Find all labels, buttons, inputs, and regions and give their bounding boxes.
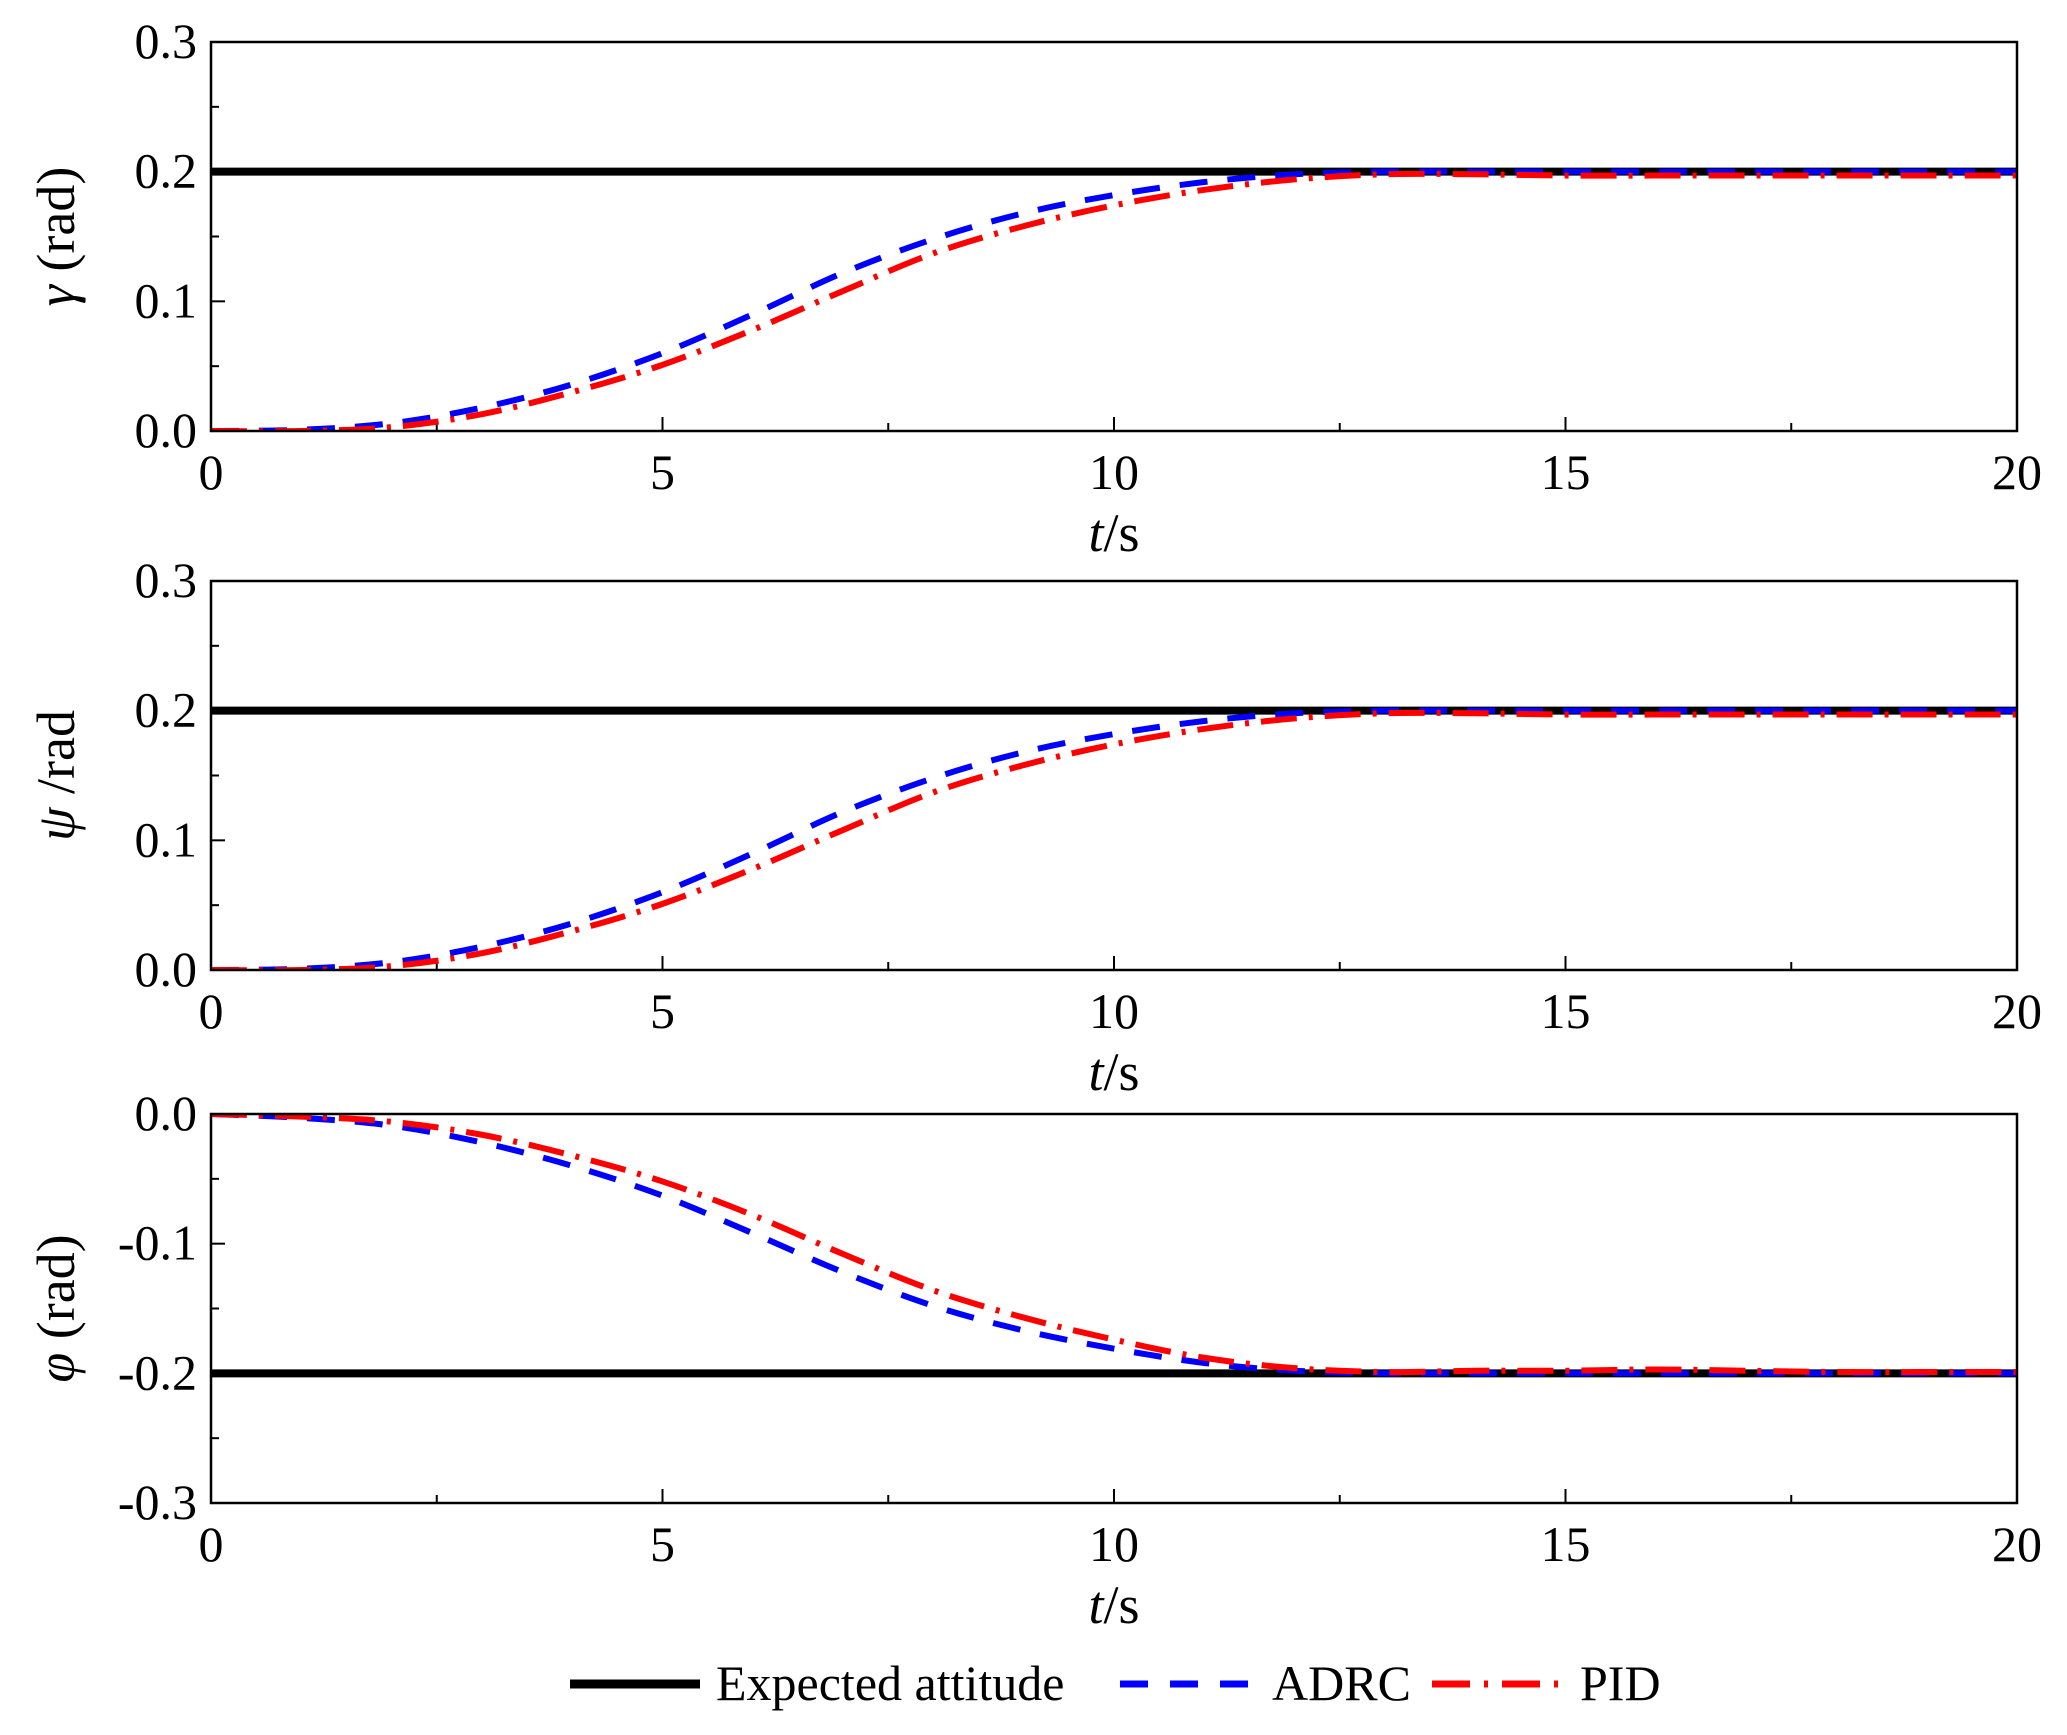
- y-tick-label: -0.2: [118, 1344, 197, 1400]
- x-axis-symbol: t: [1088, 503, 1105, 563]
- x-axis-unit: /s: [1103, 1042, 1139, 1102]
- x-tick-label: 10: [1089, 1516, 1139, 1572]
- x-tick-label: 0: [199, 983, 224, 1039]
- x-tick-label: 0: [199, 1516, 224, 1572]
- legend-label-expected: Expected attitude: [716, 1655, 1064, 1711]
- x-tick-label: 5: [650, 983, 675, 1039]
- legend-label-adrc: ADRC: [1272, 1655, 1411, 1711]
- x-axis-unit: /s: [1103, 503, 1139, 563]
- y-axis-symbol: ψ: [26, 806, 86, 841]
- y-tick-label: 0.0: [135, 941, 198, 997]
- adrc-line: [211, 1114, 2017, 1377]
- x-tick-label: 15: [1541, 983, 1591, 1039]
- plot-frame: [209, 40, 2019, 433]
- x-tick-label: 5: [650, 1516, 675, 1572]
- x-axis-label: t/s: [1088, 1575, 1139, 1635]
- y-axis-label: γ (rad): [26, 167, 86, 307]
- x-tick-label: 20: [1992, 444, 2042, 500]
- x-tick-label: 20: [1992, 1516, 2042, 1572]
- y-tick-label: 0.2: [135, 682, 198, 738]
- x-tick-label: 5: [650, 444, 675, 500]
- panel-3: 0 5 10 15 20 -0.3 -0.2 -0.1 0.0 t/s φ (rad): [26, 1085, 2042, 1635]
- y-axis-unit: /rad: [26, 710, 86, 807]
- pid-line: [211, 170, 2017, 431]
- y-axis-unit: (rad): [26, 1234, 86, 1352]
- adrc-line: [211, 707, 2017, 970]
- y-axis-label: ψ /rad: [26, 710, 86, 841]
- legend: Expected attitude ADRC PID: [570, 1655, 1661, 1711]
- x-tick-label: 15: [1541, 444, 1591, 500]
- x-axis-label: t/s: [1088, 1042, 1139, 1102]
- y-tick-label: 0.2: [135, 143, 198, 199]
- legend-label-pid: PID: [1580, 1655, 1661, 1711]
- pid-line: [211, 709, 2017, 970]
- plot-frame: [209, 1112, 2019, 1505]
- y-tick-label: 0.0: [135, 402, 198, 458]
- x-tick-label: 15: [1541, 1516, 1591, 1572]
- y-axis-symbol: γ: [26, 283, 86, 306]
- y-axis-symbol: φ: [26, 1353, 86, 1383]
- x-tick-label: 20: [1992, 983, 2042, 1039]
- plot-frame: [209, 579, 2019, 972]
- x-tick-label: 10: [1089, 444, 1139, 500]
- y-tick-label: -0.3: [118, 1474, 197, 1530]
- y-axis-label: φ (rad): [26, 1234, 86, 1382]
- y-tick-label: 0.1: [135, 811, 198, 867]
- panel-2: 0 5 10 15 20 0.0 0.1 0.2 0.3 t/s ψ /rad: [26, 552, 2042, 1102]
- y-tick-label: 0.1: [135, 272, 198, 328]
- x-axis-symbol: t: [1088, 1575, 1105, 1635]
- y-tick-label: 0.3: [135, 13, 198, 69]
- x-tick-label: 0: [199, 444, 224, 500]
- panel-1: 0 5 10 15 20 0.0 0.1 0.2 0.3 t/s γ (rad): [26, 13, 2042, 563]
- y-axis-unit: (rad): [26, 167, 86, 285]
- x-axis-unit: /s: [1103, 1575, 1139, 1635]
- y-tick-label: -0.1: [118, 1215, 197, 1271]
- x-axis-symbol: t: [1088, 1042, 1105, 1102]
- y-tick-label: 0.0: [135, 1085, 198, 1141]
- pid-line: [211, 1114, 2017, 1376]
- x-axis-label: t/s: [1088, 503, 1139, 563]
- x-tick-label: 10: [1089, 983, 1139, 1039]
- adrc-line: [211, 168, 2017, 431]
- y-tick-label: 0.3: [135, 552, 198, 608]
